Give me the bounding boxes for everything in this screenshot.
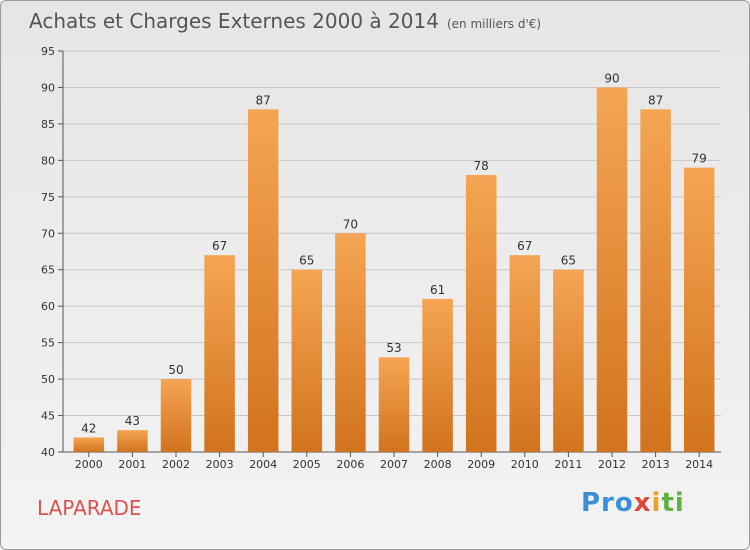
bar [73,437,105,452]
x-tick-label: 2000 [75,458,103,471]
y-tick-label: 55 [41,337,55,350]
data-label: 67 [212,239,227,253]
y-tick-label: 90 [41,81,55,94]
commune-name: LAPARADE [37,496,142,520]
y-tick-label: 70 [41,227,55,240]
data-label: 43 [125,414,140,428]
data-label: 53 [386,341,401,355]
y-tick-label: 45 [41,410,55,423]
x-tick-label: 2012 [598,458,626,471]
data-label: 79 [692,152,707,166]
bar [596,87,628,453]
y-tick-label: 95 [41,45,55,58]
bar [640,109,671,452]
y-tick-label: 75 [41,191,55,204]
data-label: 70 [343,217,358,231]
x-tick-label: 2002 [162,458,190,471]
x-tick-label: 2010 [511,458,539,471]
bar [117,430,148,452]
data-label: 61 [430,283,445,297]
proxiti-logo: Proxiti [581,488,685,518]
bar [465,174,497,453]
chart-unit: (en milliers d'€) [446,17,542,31]
data-label: 87 [648,93,663,107]
labels: 40 45 50 55 60 65 70 75 80 85 90 95 42 2000 43 2001 50 20… [41,45,713,471]
y-tick-label: 50 [41,373,55,386]
data-label: 65 [561,254,576,268]
chart-title-text: Achats et Charges Externes 2000 à 2014 [29,9,439,33]
x-tick-label: 2013 [642,458,670,471]
bar [422,298,453,452]
y-tick-label: 65 [41,264,55,277]
bar [247,109,279,452]
data-label: 78 [474,159,489,173]
data-label: 90 [604,71,619,85]
logo-part: x [633,488,652,518]
data-label: 42 [81,421,96,435]
logo-part: Pro [581,488,634,518]
bar [509,255,541,452]
chart-title: Achats et Charges Externes 2000 à 2014 (e… [29,9,541,33]
bar [204,255,235,452]
bar [335,233,366,452]
y-tick-label: 80 [41,154,55,167]
data-label: 65 [299,254,314,268]
x-tick-label: 2005 [293,458,321,471]
data-label: 87 [256,93,271,107]
bar [683,167,715,452]
bars [73,87,715,453]
bar [291,269,323,452]
bar [378,357,410,452]
x-tick-label: 2009 [467,458,495,471]
data-label: 67 [517,239,532,253]
logo-part: ti [661,488,685,518]
x-tick-label: 2008 [424,458,452,471]
x-tick-label: 2014 [685,458,713,471]
y-tick-label: 60 [41,300,55,313]
x-tick-label: 2007 [380,458,408,471]
x-tick-label: 2004 [249,458,277,471]
x-tick-label: 2006 [336,458,364,471]
x-tick-label: 2011 [554,458,582,471]
bar [160,379,192,452]
x-tick-label: 2003 [206,458,234,471]
data-label: 50 [168,363,183,377]
y-tick-label: 85 [41,118,55,131]
logo-part: i [651,488,662,518]
y-tick-label: 40 [41,446,55,459]
bar [553,269,584,452]
x-tick-label: 2001 [118,458,146,471]
